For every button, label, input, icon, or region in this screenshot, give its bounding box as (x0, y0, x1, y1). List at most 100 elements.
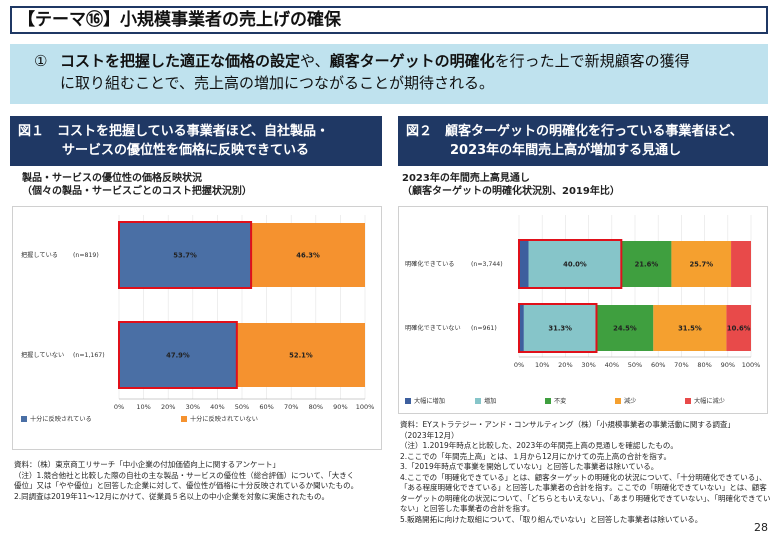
banner-text-2: や、 (300, 52, 330, 70)
banner-text-5: に取り組むことで、売上高の増加につながることが期待される。 (60, 74, 494, 92)
x-tick-label: 10% (136, 403, 150, 411)
fig1-chart-frame: 0% 10% 20% 30% 40% 50% 60% 70% 80% 90% 100% 把握している (… (12, 206, 382, 450)
fig1-subtitle-line1: 製品・サービスの優位性の価格反映状況 (22, 173, 202, 184)
x-tick-label: 50% (628, 361, 642, 369)
fig2-subtitle-line2: （顧客ターゲットの明確化状況別、2019年比） (402, 186, 620, 197)
banner-bold-1: コストを把握した適正な価格の設定 (60, 52, 301, 70)
fig2-note: （注）1.2019年時点と比較した、2023年の年間売上高の見通しを確認したもの… (400, 441, 678, 450)
bar-segment (596, 305, 654, 351)
legend-swatch (615, 398, 621, 404)
legend-swatch (181, 416, 187, 422)
data-label: 25.7% (689, 261, 713, 269)
bar-segment (519, 305, 524, 351)
legend-label: 減少 (624, 397, 636, 405)
data-label: 31.5% (678, 325, 702, 333)
fig2-chart-frame: 0% 10% 20% 30% 40% 50% 60% 70% 80% 90% 100% 明確化できてい… (398, 206, 768, 414)
x-tick-label: 80% (697, 361, 711, 369)
data-label: 21.6% (635, 261, 659, 269)
legend-label: 増加 (484, 397, 496, 405)
legend-label: 大幅に減少 (694, 397, 725, 405)
fig2-note: ターゲットの明確化の状況について、「どちらともいえない」、「あまり明確化できてい… (400, 493, 771, 503)
legend-swatch (21, 416, 27, 422)
page-number: 28 (754, 521, 768, 534)
banner-text: コストを把握した適正な価格の設定や、顧客ターゲットの明確化を行った上で新規顧客の… (40, 50, 756, 94)
legend-swatch (545, 398, 551, 404)
x-tick-label: 0% (114, 403, 124, 411)
bar-segment (726, 305, 751, 351)
legend-label: 大幅に増加 (414, 397, 445, 405)
data-label: 46.3% (296, 252, 320, 260)
data-label: 40.0% (563, 261, 587, 269)
legend-label: 十分に反映されていない (190, 415, 258, 423)
highlight-box (118, 221, 253, 289)
data-label: 31.3% (548, 325, 572, 333)
fig2-note: 3.「2019年時点で事業を開始していない」と回答した事業者は除いている。 (400, 462, 659, 471)
x-tick-label: 90% (721, 361, 735, 369)
data-label: 10.6% (727, 325, 751, 333)
x-tick-label: 40% (605, 361, 619, 369)
highlight-box (118, 321, 238, 389)
category-label: 把握していない (21, 351, 64, 359)
x-tick-label: 60% (651, 361, 665, 369)
fig2-chart: 0% 10% 20% 30% 40% 50% 60% 70% 80% 90% 100% 明確化できてい… (405, 215, 760, 405)
category-label: 把握している (21, 251, 58, 259)
n-label: (n=961) (471, 325, 497, 332)
x-tick-label: 80% (309, 403, 323, 411)
fig1-header-line2: サービスの優位性を価格に反映できている (62, 143, 310, 158)
fig2-notes: 資料：EYストラテジー・アンド・コンサルティング（株）「小規模事業者の事業活動に… (400, 420, 772, 525)
bar-segment (621, 241, 672, 287)
fig2-note: 5.販路開拓に向けた取組について、「取り組んでいない」と回答した事業者は除いてい… (400, 514, 703, 524)
x-tick-label: 20% (161, 403, 175, 411)
legend-swatch (685, 398, 691, 404)
fig1-note: 2.同調査は2019年11～12月にかけて、従業員５名以上の中小企業を対象に実施… (14, 491, 329, 501)
x-tick-label: 70% (284, 403, 298, 411)
fig2-note: 2.ここでの「年間売上高」とは、１月から12月にかけての売上高の合計を指す。 (400, 451, 671, 461)
fig2-note: 資料：EYストラテジー・アンド・コンサルティング（株）「小規模事業者の事業活動に… (400, 420, 735, 429)
fig2-header-line1: 図２ 顧客ターゲットの明確化を行っている事業者ほど、 (406, 124, 743, 139)
legend-label: 十分に反映されている (30, 415, 92, 423)
n-label: (n=819) (73, 252, 99, 259)
x-tick-label: 90% (333, 403, 347, 411)
fig2-note: （2023年12月） (400, 430, 459, 440)
legend-label: 不変 (554, 397, 566, 405)
fig2-header: 図２ 顧客ターゲットの明確化を行っている事業者ほど、 2023年の年間売上高が増… (398, 116, 768, 166)
bar-segment (251, 223, 365, 287)
category-label: 明確化できていない (405, 324, 461, 332)
highlight-box (518, 303, 598, 353)
page-title: 【テーマ⑯】小規模事業者の売上げの確保 (10, 6, 768, 34)
x-tick-label: 60% (259, 403, 273, 411)
fig1-subtitle-line2: （個々の製品・サービスごとのコスト把握状況別） (22, 186, 252, 197)
n-label: (n=1,167) (73, 352, 105, 359)
x-tick-label: 50% (235, 403, 249, 411)
fig1-header-line1: 図１ コストを把握している事業者ほど、自社製品・ (18, 124, 329, 139)
bar-segment (119, 223, 252, 287)
fig2-note: 4.ここでの「明確化できている」とは、顧客ターゲットの明確化の状況について、「十… (400, 472, 767, 482)
legend-swatch (475, 398, 481, 404)
bar-segment (119, 323, 237, 387)
x-tick-label: 20% (558, 361, 572, 369)
n-label: (n=3,744) (471, 261, 503, 268)
fig1-chart: 0% 10% 20% 30% 40% 50% 60% 70% 80% 90% 100% 把握している (… (21, 215, 374, 423)
fig2-header-line2: 2023年の年間売上高が増加する見通し (450, 143, 682, 158)
fig1-header: 図１ コストを把握している事業者ほど、自社製品・ サービスの優位性を価格に反映で… (10, 116, 382, 166)
x-tick-label: 30% (186, 403, 200, 411)
fig1-notes: 資料：（株）東京商工リサーチ「中小企業の付加価値向上に関するアンケート」 （注）… (14, 460, 386, 502)
banner-number: ① (34, 52, 48, 70)
fig1-note: （注）1.競合他社と比較した際の自社の主な製品・サービスの優位性（総合評価）につ… (14, 470, 355, 480)
fig1-note: 優位」又は「やや優位」と回答した企業に対して、優位性が価格に十分反映されているか… (14, 481, 359, 490)
x-tick-label: 70% (674, 361, 688, 369)
category-label: 明確化できている (405, 260, 455, 268)
banner-text-4: を行った上で新規顧客の獲得 (494, 52, 690, 70)
fig2-note: ない」と回答した事業者の合計を指す。 (400, 504, 535, 513)
data-label: 24.5% (613, 325, 637, 333)
fig2-subtitle-line1: 2023年の年間売上高見通し (402, 173, 530, 184)
fig2-note: 「ある程度明確化できている」と回答した事業者の合計を指す。ここでの「明確化できて… (400, 483, 767, 492)
data-label: 52.1% (289, 352, 313, 360)
highlight-box (518, 239, 623, 289)
bar-segment (519, 241, 529, 287)
bar-segment (731, 241, 751, 287)
data-label: 53.7% (173, 252, 197, 260)
bar-segment (523, 305, 597, 351)
x-tick-label: 40% (210, 403, 224, 411)
x-tick-label: 0% (514, 361, 524, 369)
